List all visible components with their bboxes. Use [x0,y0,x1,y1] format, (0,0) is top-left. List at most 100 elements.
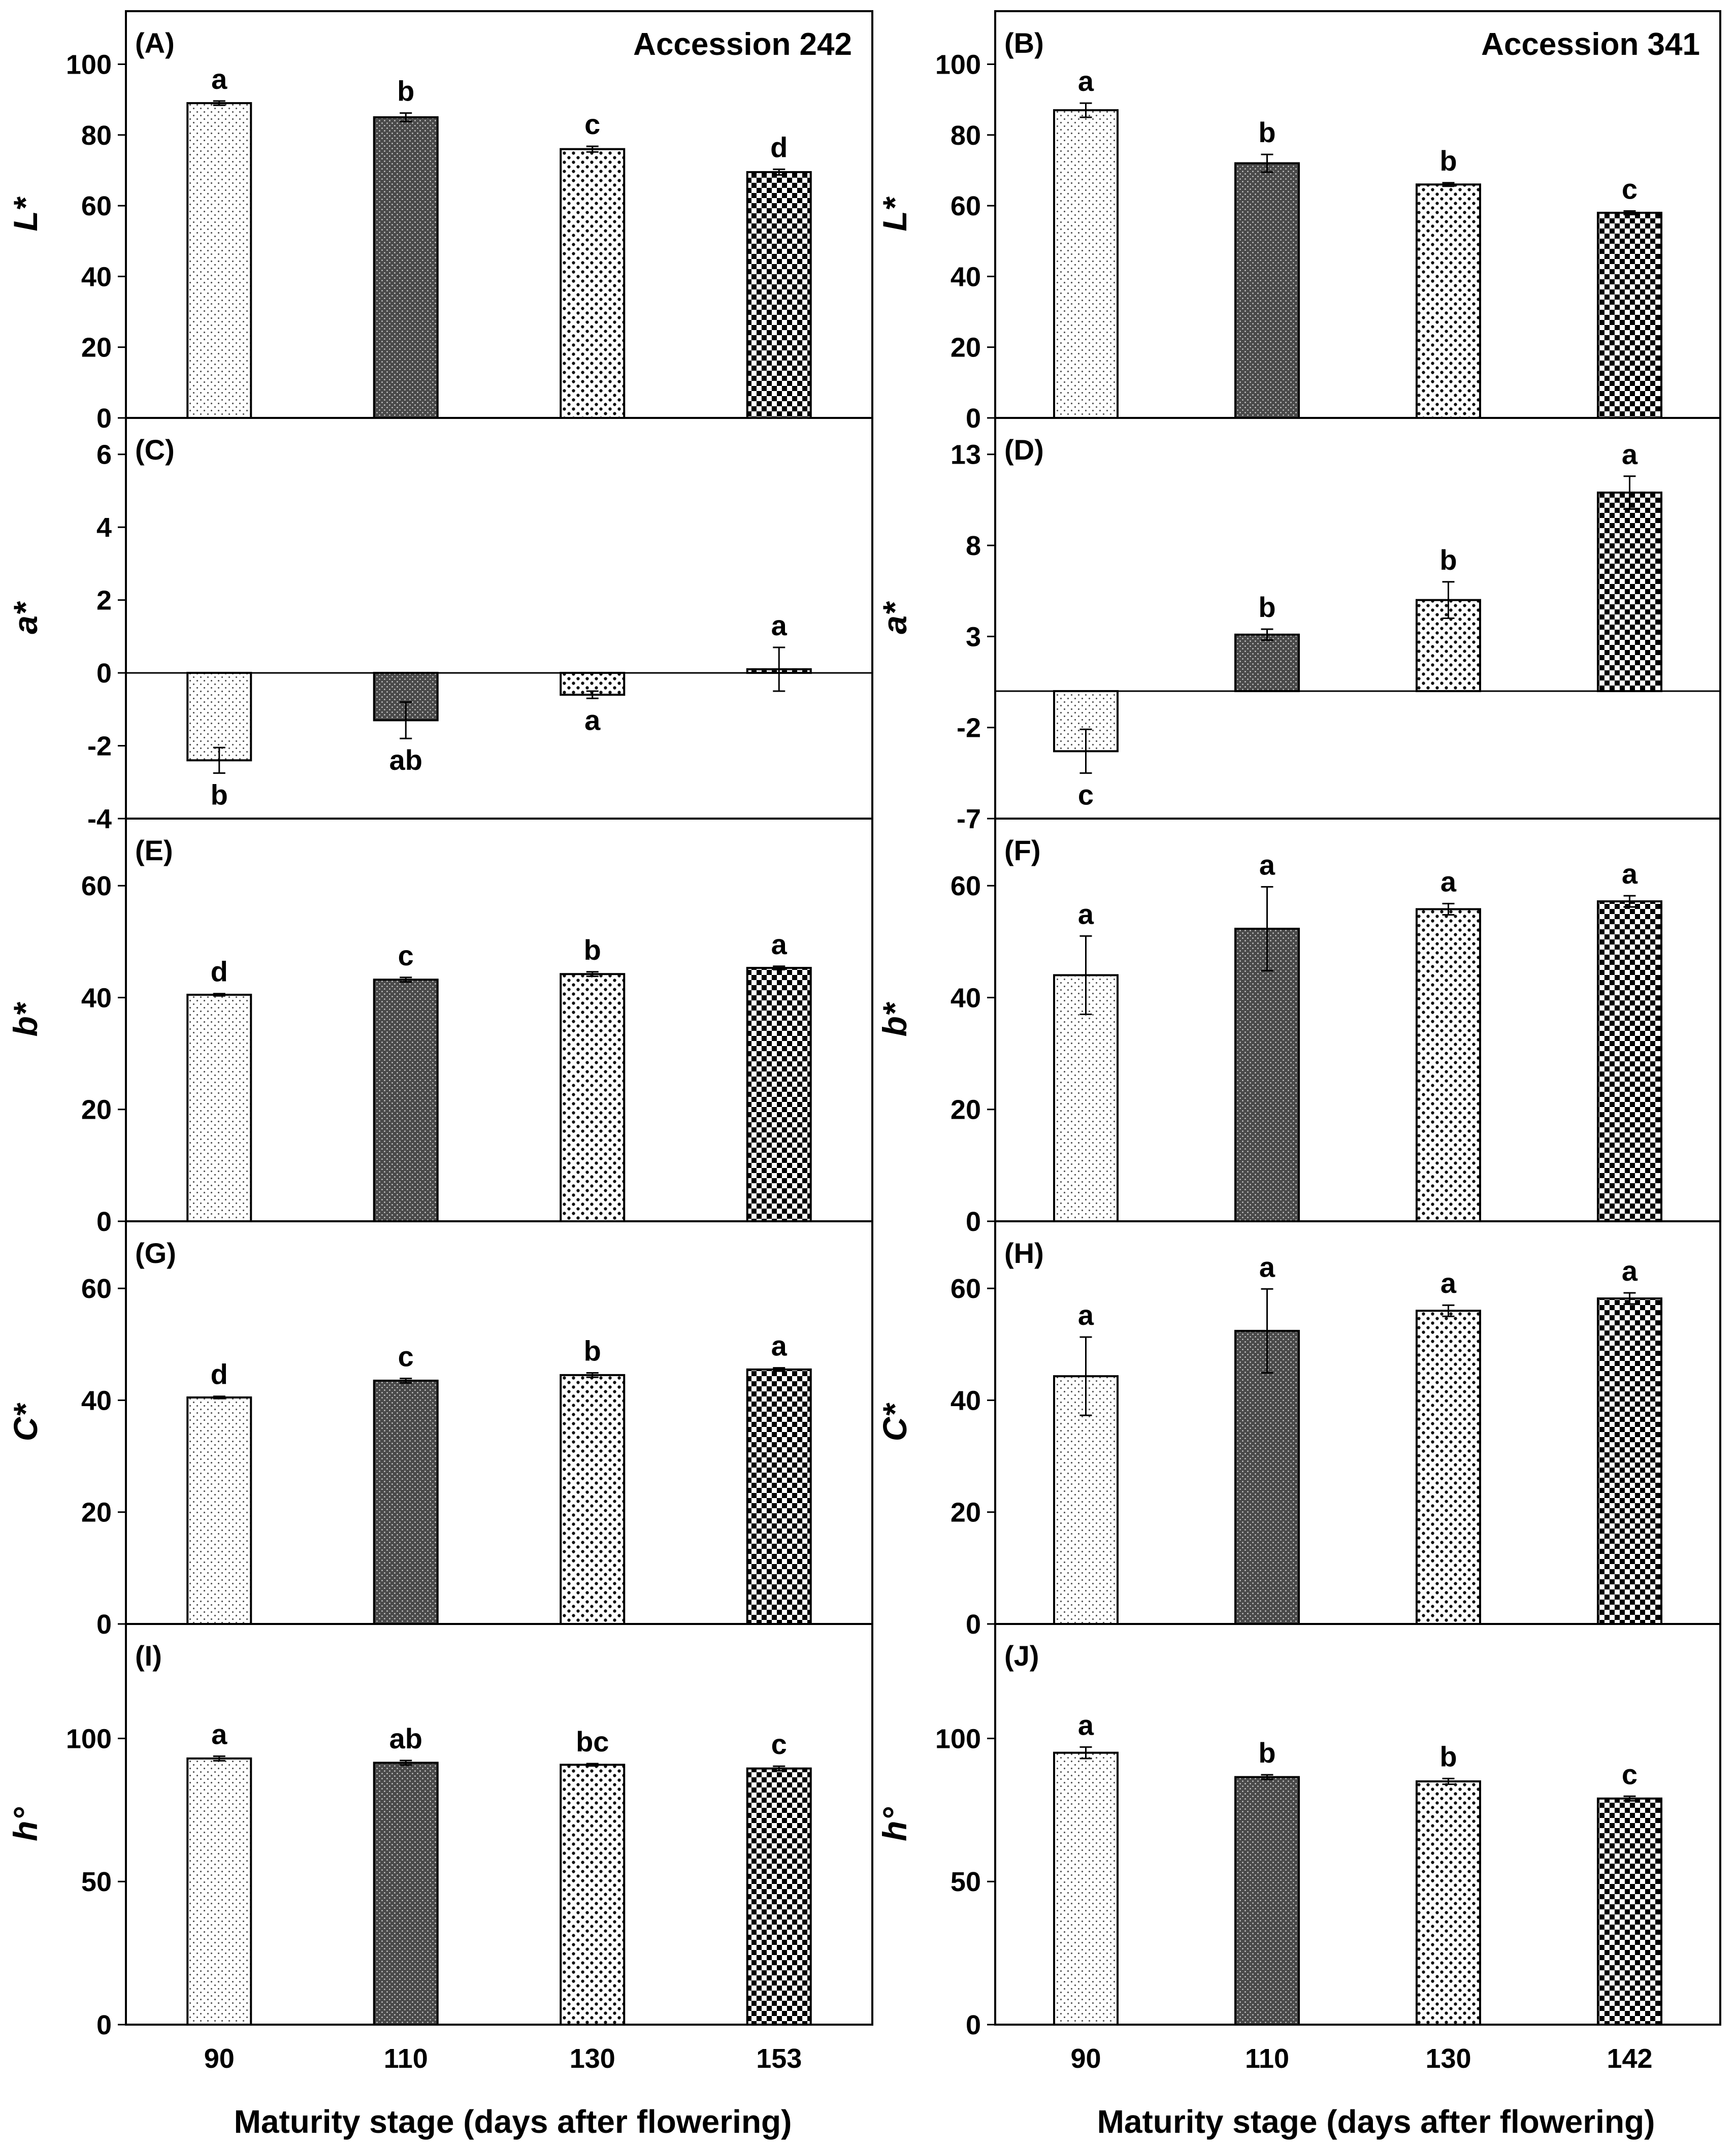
chart-panel-c: -4 -2 0 2 4 6 a* (C) b ab a a [7,417,873,834]
bar [1416,908,1481,1223]
y-axis-title: L* [876,196,913,231]
bar [1053,109,1119,419]
y-tick-label: 80 [81,120,112,151]
significance-letter: a [1622,1255,1638,1287]
panel-title: Accession 242 [633,27,852,62]
y-tick-label: 3 [966,622,981,652]
bar [1234,162,1300,419]
significance-letter: c [1622,1758,1637,1790]
significance-letter: c [1078,778,1094,810]
significance-letter: b [397,75,414,107]
y-tick-label: 60 [951,1274,981,1304]
bar [1234,1776,1300,2026]
bar [373,1379,439,1625]
y-tick-label: 60 [81,1274,112,1304]
y-tick-label: 40 [951,1385,981,1416]
significance-letter: a [1440,1267,1457,1299]
y-tick-label: -7 [957,804,981,834]
y-tick-label: 0 [96,2010,112,2040]
panel-title: Accession 341 [1481,27,1700,62]
y-tick-label: 0 [966,1207,981,1237]
y-tick-label: 6 [96,440,112,470]
significance-letter: a [1622,438,1638,470]
x-axis-title-right: Maturity stage (days after flowering) [1097,2103,1655,2140]
y-tick-label: 20 [951,333,981,363]
bar [1597,492,1662,692]
significance-letter: a [211,1718,227,1750]
y-tick-label: 40 [951,262,981,292]
significance-letter: a [1078,65,1094,97]
bar [746,967,812,1222]
significance-letter: c [398,939,414,971]
bar [560,973,626,1223]
significance-letter: c [771,1728,787,1760]
y-tick-label: 13 [951,440,981,470]
significance-letter: b [1258,116,1275,148]
y-tick-label: 0 [96,403,112,434]
bar [1416,183,1481,419]
bar [1053,974,1119,1223]
y-tick-label: -2 [957,713,981,743]
bar [746,171,812,419]
y-tick-label: 0 [966,403,981,434]
chart-panel-g: 0 20 40 60 C* (G) d c b a [7,1220,873,1640]
chart-panel-h: 0 20 40 60 C* (H) a a a a [876,1220,1721,1640]
y-tick-label: 20 [81,1498,112,1528]
significance-letter: c [1622,173,1637,205]
x-tick-label: 142 [1607,2043,1652,2074]
y-tick-label: 50 [81,1867,112,1897]
panel-label: (E) [135,834,173,866]
chart-panel-b: 0 20 40 60 80 100 L* (B) Accession 341 a b b c [876,10,1721,434]
significance-letter: a [211,63,227,95]
significance-letter: a [1622,858,1638,890]
significance-letter: d [211,1358,228,1390]
bar [186,993,252,1222]
significance-letter: b [584,1335,601,1367]
significance-letter: a [771,928,788,960]
bar [186,102,252,419]
significance-letter: a [1440,865,1457,897]
y-tick-label: 60 [951,191,981,221]
y-tick-label: 100 [66,49,112,80]
chart-panel-i: 0 50 100 h° (I) a ab bc c 90 110 130 153 [7,1623,873,2074]
y-tick-label: 100 [935,49,981,80]
significance-letter: a [1259,849,1275,881]
chart-panel-f: 0 20 40 60 b* (F) a a a a [876,818,1721,1237]
significance-letter: a [1078,1299,1094,1331]
y-tick-label: 40 [951,983,981,1013]
y-tick-label: -4 [87,804,112,834]
bar [1597,212,1662,419]
y-tick-label: 2 [96,586,112,616]
y-tick-label: 8 [966,531,981,561]
bar [1234,1329,1300,1625]
panel-label: (F) [1004,834,1041,866]
y-axis-title: L* [7,196,44,231]
y-tick-label: 80 [951,120,981,151]
y-tick-label: 50 [951,1867,981,1897]
y-tick-label: 0 [96,1207,112,1237]
bar [373,1762,439,2026]
y-tick-label: 20 [81,333,112,363]
chart-panel-j: 0 50 100 h° (J) a b b c 90 110 130 142 [876,1623,1721,2074]
bar [746,1767,812,2026]
bar [560,148,626,419]
significance-letter: b [1439,1740,1457,1772]
bar [1597,1797,1662,2026]
x-tick-label: 130 [570,2043,615,2074]
y-tick-label: 20 [951,1095,981,1125]
panel-label: (H) [1004,1237,1044,1269]
significance-letter: d [770,131,788,163]
plot-frame [125,1623,873,2026]
y-tick-label: 40 [81,1385,112,1416]
chart-panel-d: -7 -2 3 8 13 a* (D) c b b a [876,417,1721,834]
significance-letter: b [1439,145,1457,177]
panel-label: (C) [135,434,175,466]
x-axis-title-left: Maturity stage (days after flowering) [234,2103,792,2140]
bar [746,1368,812,1625]
bar [186,1757,252,2026]
bar [560,1374,626,1625]
x-tick-label: 90 [204,2043,235,2074]
y-tick-label: 0 [96,1609,112,1640]
y-axis-title: b* [876,1001,913,1036]
